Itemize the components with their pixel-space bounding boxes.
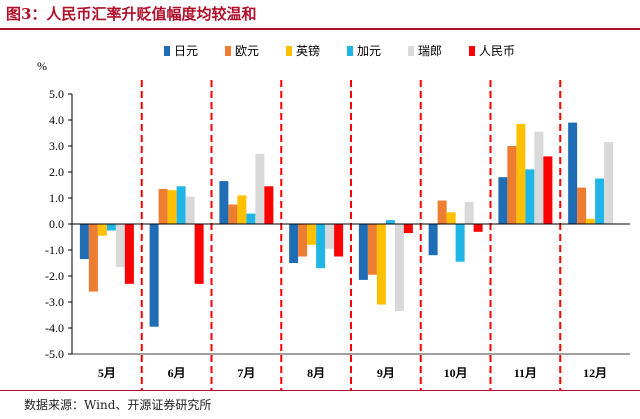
bar bbox=[498, 177, 508, 224]
y-tick-label: 2.0 bbox=[49, 165, 64, 179]
x-tick-label: 11月 bbox=[514, 366, 537, 380]
title-rule bbox=[0, 28, 640, 30]
bar bbox=[88, 224, 98, 292]
bar bbox=[543, 156, 553, 224]
bar bbox=[437, 200, 447, 224]
bar bbox=[334, 224, 344, 257]
month-dividers bbox=[140, 80, 562, 390]
bar bbox=[106, 224, 116, 231]
bar bbox=[79, 224, 89, 260]
bar bbox=[149, 224, 159, 327]
bar bbox=[246, 213, 256, 224]
y-tick-label: 1.0 bbox=[49, 191, 64, 205]
bar bbox=[525, 169, 535, 224]
legend-swatch bbox=[164, 46, 170, 56]
legend-swatch bbox=[286, 46, 292, 56]
bar-chart: 日元 欧元 英镑 加元 瑞郎 人民币 % 5.0 4.0 3.0 2.0 1.0 0.0 -1.0 -2… bbox=[37, 43, 630, 390]
bar bbox=[367, 224, 377, 275]
legend-label: 人民币 bbox=[479, 44, 515, 58]
legend-label: 欧元 bbox=[235, 44, 259, 58]
y-tick-label: -3.0 bbox=[45, 295, 64, 309]
bar bbox=[385, 220, 395, 224]
legend: 日元 欧元 英镑 加元 瑞郎 人民币 bbox=[164, 43, 515, 58]
y-tick-label: -1.0 bbox=[45, 243, 64, 257]
bar bbox=[298, 224, 308, 257]
legend-label: 瑞郎 bbox=[418, 44, 442, 58]
bar bbox=[325, 224, 335, 249]
y-tick-label: 3.0 bbox=[49, 139, 64, 153]
y-tick-label: 4.0 bbox=[49, 113, 64, 127]
legend-swatch bbox=[347, 46, 353, 56]
legend-label: 加元 bbox=[357, 44, 381, 58]
bar bbox=[176, 186, 186, 224]
bar bbox=[167, 190, 177, 224]
bar bbox=[124, 224, 134, 284]
bar bbox=[185, 196, 195, 224]
bars bbox=[79, 122, 614, 327]
bar bbox=[568, 122, 578, 224]
bar bbox=[97, 224, 107, 236]
x-tick-label: 12月 bbox=[583, 366, 607, 380]
y-tick-label: 5.0 bbox=[49, 87, 64, 101]
y-axis: 5.0 4.0 3.0 2.0 1.0 0.0 -1.0 -2.0 -3.0 -4.0 -5.0 bbox=[45, 87, 73, 361]
bar bbox=[595, 178, 605, 224]
bar bbox=[403, 224, 413, 234]
legend-label: 英镑 bbox=[296, 43, 320, 58]
x-axis: 5月 6月 7月 8月 9月 10月 11月 12月 bbox=[72, 223, 630, 380]
bar bbox=[358, 224, 368, 280]
x-tick-label: 7月 bbox=[237, 366, 255, 380]
bar bbox=[115, 224, 125, 267]
figure-title: 图3：人民币汇率升贬值幅度均较温和 bbox=[6, 5, 257, 23]
y-tick-label: 0.0 bbox=[49, 217, 64, 231]
bar bbox=[237, 195, 247, 224]
y-tick-label: -2.0 bbox=[45, 269, 64, 283]
bar bbox=[455, 224, 465, 262]
bar bbox=[307, 224, 317, 245]
bar bbox=[194, 224, 204, 284]
y-tick-label: -4.0 bbox=[45, 321, 64, 335]
bar bbox=[228, 204, 238, 224]
bar bbox=[604, 142, 614, 224]
bar bbox=[316, 224, 326, 269]
x-tick-label: 6月 bbox=[168, 366, 186, 380]
y-tick-label: -5.0 bbox=[45, 347, 64, 361]
bar bbox=[289, 224, 299, 263]
legend-label: 日元 bbox=[174, 44, 198, 58]
bar bbox=[255, 153, 265, 224]
bar bbox=[219, 181, 229, 224]
bar bbox=[376, 224, 386, 305]
legend-swatch bbox=[225, 46, 231, 56]
bar bbox=[516, 123, 526, 224]
bar bbox=[534, 131, 544, 224]
x-tick-label: 10月 bbox=[444, 366, 468, 380]
y-axis-label: % bbox=[37, 59, 47, 73]
bar bbox=[507, 146, 517, 224]
bar bbox=[464, 201, 474, 224]
x-tick-label: 5月 bbox=[98, 366, 116, 380]
bar bbox=[446, 212, 456, 224]
bar bbox=[264, 186, 274, 224]
bar bbox=[473, 224, 483, 232]
bar bbox=[577, 187, 587, 224]
bottom-rule bbox=[0, 390, 640, 391]
legend-swatch bbox=[408, 46, 414, 56]
legend-swatch bbox=[469, 46, 475, 56]
x-tick-label: 9月 bbox=[377, 366, 395, 380]
bar bbox=[428, 224, 438, 256]
bar bbox=[158, 188, 168, 224]
x-tick-label: 8月 bbox=[307, 366, 325, 380]
bar bbox=[394, 224, 404, 312]
source-note: 数据来源：Wind、开源证券研究所 bbox=[24, 398, 212, 412]
bar bbox=[586, 218, 596, 224]
